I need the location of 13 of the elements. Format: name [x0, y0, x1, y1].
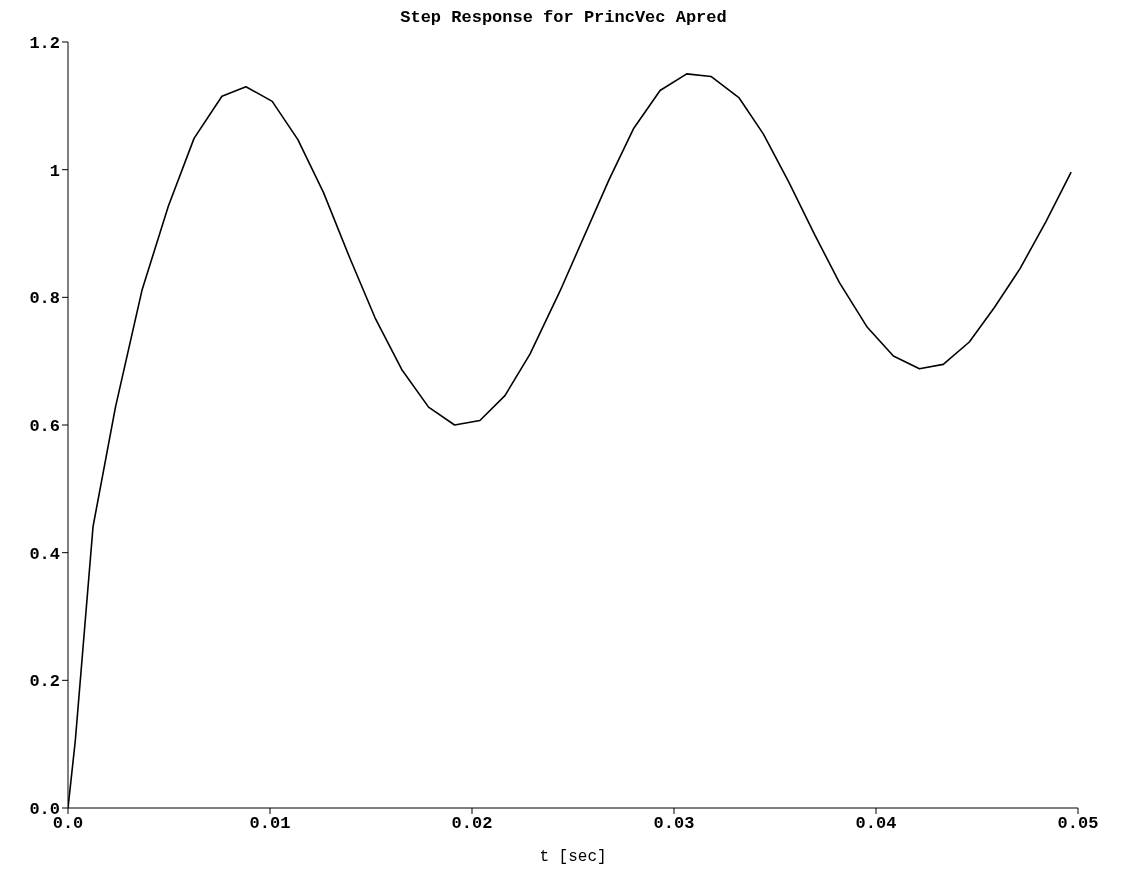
chart-title: Step Response for PrincVec Apred	[399, 8, 728, 27]
x-tick-label: 0.01	[249, 814, 291, 834]
y-tick-label: 0.8	[29, 289, 60, 309]
x-tick-label: 0.05	[1057, 814, 1099, 834]
x-tick-label: 0.03	[653, 814, 695, 834]
y-tick-label: 1	[49, 161, 60, 181]
x-axis-title: t [sec]	[539, 848, 607, 866]
y-tick-label: 0.4	[29, 544, 60, 564]
x-tick-label: 0.04	[855, 814, 897, 834]
y-tick-label: 0.6	[29, 417, 60, 437]
y-tick-label: 1.2	[29, 34, 60, 54]
y-tick-label: 0.2	[29, 672, 60, 692]
x-tick-label: 0.02	[451, 814, 493, 834]
